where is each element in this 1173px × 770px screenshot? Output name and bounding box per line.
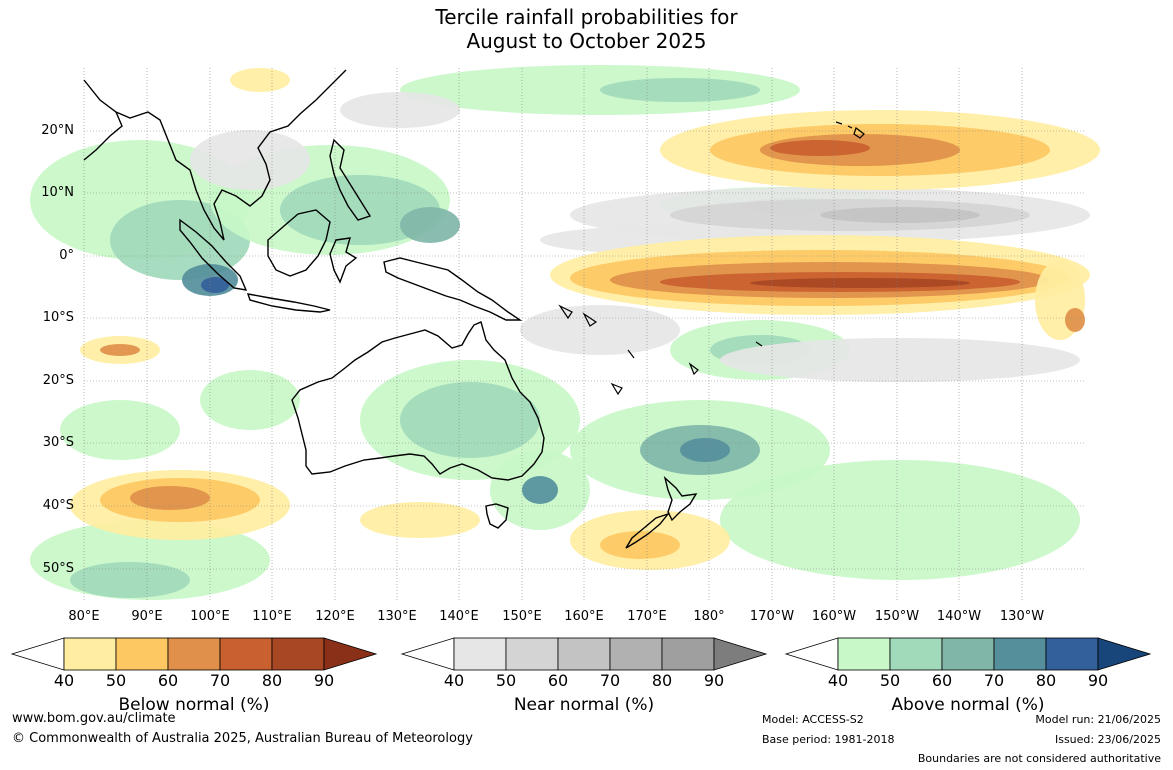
lon-label: 160°W <box>811 609 857 624</box>
colorbar-tick: 60 <box>931 671 953 690</box>
colorbar-tick: 70 <box>983 671 1005 690</box>
lon-label: 170°W <box>749 609 795 624</box>
below-normal-title: Below normal (%) <box>118 695 270 715</box>
lat-label-20n: 20°N <box>41 123 74 138</box>
issued-text: Issued: 23/06/2025 <box>1054 733 1161 746</box>
near-normal-title: Near normal (%) <box>513 695 655 715</box>
lon-label: 130°W <box>999 609 1045 624</box>
asia-coastline <box>83 69 347 241</box>
philippines-coastline <box>329 138 372 221</box>
colorbar-tick: 90 <box>703 671 725 690</box>
map-title-line2: August to October 2025 <box>466 29 707 53</box>
graticule <box>83 68 1085 600</box>
below-normal-colorbar <box>10 637 378 671</box>
colorbar-tick: 90 <box>313 671 335 690</box>
colorbar-tick: 60 <box>157 671 179 690</box>
colorbar-tick: 40 <box>53 671 75 690</box>
copyright-text: © Commonwealth of Australia 2025, Austra… <box>12 731 473 746</box>
lat-label-0: 0° <box>59 248 74 263</box>
lon-label: 160°E <box>564 609 604 624</box>
colorbar-tick: 80 <box>651 671 673 690</box>
disclaimer-text: Boundaries are not considered authoritat… <box>917 752 1161 765</box>
lon-label: 140°W <box>936 609 982 624</box>
probability-blobs <box>30 65 1100 600</box>
lon-label: 180° <box>693 609 725 624</box>
lon-label: 80°E <box>68 609 100 624</box>
lon-label: 130°E <box>377 609 417 624</box>
lon-label: 140°E <box>439 609 479 624</box>
lon-label: 100°E <box>190 609 230 624</box>
lat-label-10s: 10°S <box>42 310 74 325</box>
colorbar-tick: 70 <box>209 671 231 690</box>
lon-label: 170°E <box>627 609 667 624</box>
colorbar-tick: 50 <box>105 671 127 690</box>
lat-label-30s: 30°S <box>42 435 74 450</box>
colorbar-tick: 70 <box>599 671 621 690</box>
borneo-coastline <box>267 209 331 277</box>
colorbar-tick: 50 <box>879 671 901 690</box>
lon-label: 150°W <box>874 609 920 624</box>
near-normal-colorbar <box>400 637 768 671</box>
model-run-text: Model run: 21/06/2025 <box>1035 713 1161 726</box>
sumatra-coastline <box>179 218 248 291</box>
colorbar-tick: 80 <box>261 671 283 690</box>
pacific-islands <box>558 304 763 396</box>
new-guinea-coastline <box>383 257 523 321</box>
model-text: Model: ACCESS-S2 <box>762 713 864 726</box>
above-normal-title: Above normal (%) <box>891 695 1045 715</box>
java-coastline <box>246 293 331 313</box>
hawaii-coastline <box>835 121 865 139</box>
lat-label-10n: 10°N <box>41 185 74 200</box>
sulawesi-coastline <box>329 237 358 284</box>
colorbar-tick: 60 <box>547 671 569 690</box>
australia-coastline <box>291 321 545 481</box>
lon-label: 150°E <box>502 609 542 624</box>
india-coastline <box>83 111 123 161</box>
colorbar-tick: 80 <box>1035 671 1057 690</box>
tasmania-coastline <box>485 503 509 529</box>
lat-label-40s: 40°S <box>42 498 74 513</box>
colorbar-tick: 50 <box>495 671 517 690</box>
colorbar-tick: 40 <box>827 671 849 690</box>
lon-label: 110°E <box>252 609 292 624</box>
new-zealand-coastline <box>625 475 698 549</box>
website-link[interactable]: www.bom.gov.au/climate <box>12 711 176 726</box>
colorbar-tick: 40 <box>443 671 465 690</box>
above-normal-colorbar <box>784 637 1152 671</box>
lat-label-50s: 50°S <box>42 561 74 576</box>
colorbar-tick: 90 <box>1087 671 1109 690</box>
base-period-text: Base period: 1981-2018 <box>762 733 895 746</box>
lon-label: 90°E <box>131 609 163 624</box>
map-title-line1: Tercile rainfall probabilities for <box>435 5 738 29</box>
lat-label-20s: 20°S <box>42 373 74 388</box>
lon-label: 120°E <box>315 609 355 624</box>
